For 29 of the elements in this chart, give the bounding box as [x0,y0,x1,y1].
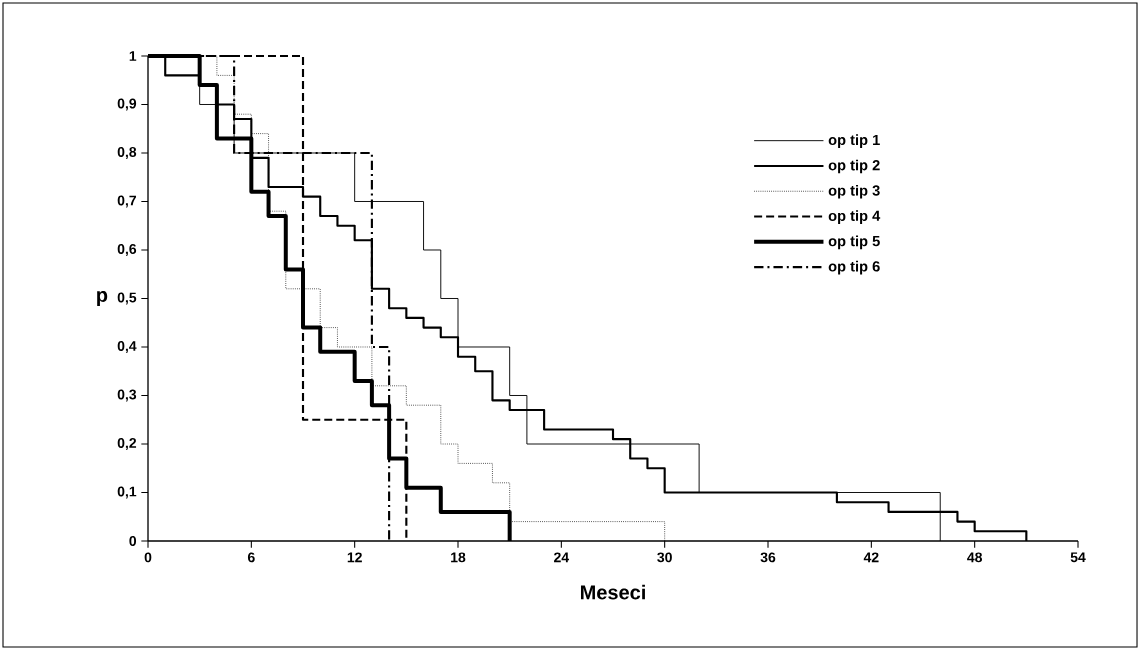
y-tick-label: 0,3 [117,389,137,402]
x-tick-label: 24 [554,552,570,563]
y-axis-title: p [97,291,108,306]
x-tick-label: 30 [657,552,672,563]
y-tick-label: 0,6 [117,244,137,256]
legend-label: op tip 3 [828,184,880,199]
x-tick-label: 6 [247,552,255,563]
legend-label: op tip 4 [828,210,881,224]
x-tick-label: 48 [967,552,983,563]
y-tick-label: 1 [129,51,137,61]
y-tick-label: 0,5 [117,292,137,305]
x-tick-label: 54 [1070,552,1086,563]
x-tick-label: 42 [863,552,879,563]
legend-label: op tip 5 [828,235,880,250]
y-tick-label: 0,8 [117,147,137,159]
x-tick-label: 0 [144,552,152,563]
y-tick-label: 0 [129,536,137,546]
x-tick-label: 36 [760,552,776,563]
legend-label: op tip 6 [828,260,880,275]
legend-label: op tip 2 [828,159,880,174]
legend-label: op tip 1 [828,134,880,148]
y-tick-label: 0,4 [117,341,137,353]
x-tick-label: 12 [347,552,362,563]
x-axis-title: Meseci [580,584,645,600]
x-tick-label: 18 [451,552,466,563]
y-tick-label: 0,1 [117,486,137,499]
y-tick-label: 0,7 [117,195,137,208]
y-tick-label: 0,2 [117,438,137,450]
y-tick-label: 0,9 [117,98,137,111]
